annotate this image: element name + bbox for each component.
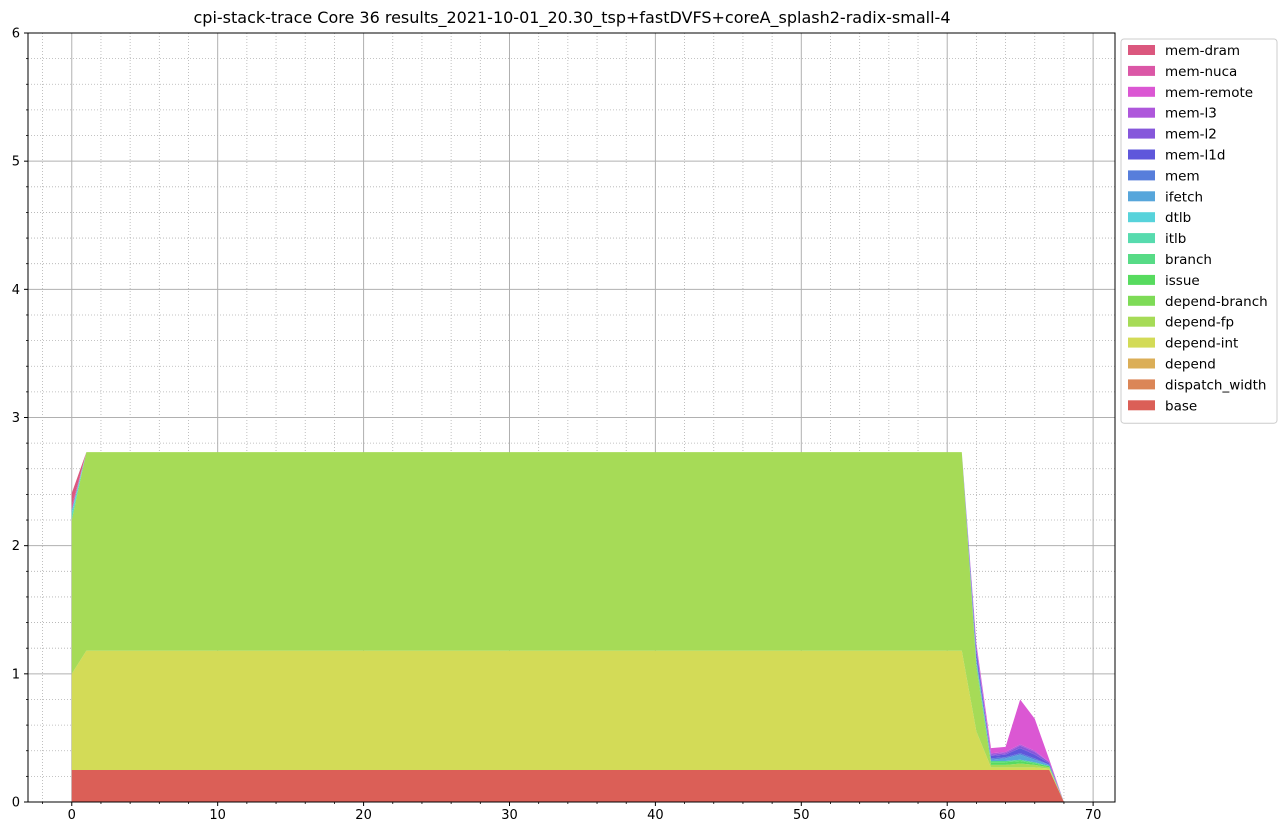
y-tick-label: 1 [12, 667, 20, 682]
y-tick-label: 6 [12, 27, 20, 42]
legend-swatch-depend [1128, 358, 1155, 369]
legend-label-depend: depend [1165, 357, 1216, 373]
legend-label-depend-branch: depend-branch [1165, 294, 1268, 310]
legend-label-itlb: itlb [1165, 231, 1186, 247]
legend-swatch-branch [1128, 254, 1155, 264]
legend-swatch-itlb [1128, 233, 1155, 244]
legend-swatch-mem-nuca [1128, 65, 1155, 76]
legend-swatch-dtlb [1128, 212, 1155, 223]
x-tick-label: 40 [647, 808, 664, 823]
y-tick-label: 5 [12, 155, 20, 170]
legend-label-issue: issue [1165, 273, 1200, 289]
legend: mem-dram mem-nuca mem-remote mem-l3 mem-l2 me… [1120, 38, 1278, 424]
y-tick-label: 4 [12, 283, 20, 298]
legend-label-base: base [1165, 398, 1197, 414]
legend-label-mem-l2: mem-l2 [1165, 127, 1217, 143]
x-tick-label: 30 [501, 808, 518, 823]
legend-label-depend-fp: depend-fp [1165, 315, 1234, 331]
legend-label-depend-int: depend-int [1165, 336, 1238, 352]
axis-ticks: 0 10 20 30 40 50 60 70 0 1 2 3 4 5 6 [12, 27, 1102, 824]
x-tick-label: 60 [939, 808, 956, 823]
legend-swatch-depend-branch [1128, 295, 1155, 306]
legend-label-mem-l3: mem-l3 [1165, 106, 1217, 122]
legend-swatch-dispatch_width [1128, 379, 1155, 390]
legend-swatch-issue [1128, 274, 1155, 285]
legend-label-branch: branch [1165, 252, 1212, 268]
y-tick-label: 3 [12, 411, 20, 426]
y-tick-label: 0 [12, 796, 20, 811]
x-tick-label: 20 [355, 808, 372, 823]
x-tick-label: 50 [793, 808, 810, 823]
legend-swatch-mem-l3 [1128, 107, 1155, 118]
legend-swatch-mem [1128, 170, 1155, 181]
legend-label-dtlb: dtlb [1165, 210, 1191, 226]
legend-swatch-mem-l1d [1128, 149, 1155, 160]
legend-label-mem-l1d: mem-l1d [1165, 148, 1225, 164]
x-tick-label: 0 [68, 808, 76, 823]
legend-label-mem-dram: mem-dram [1165, 43, 1240, 59]
y-tick-label: 2 [12, 539, 20, 554]
legend-label-ifetch: ifetch [1165, 189, 1203, 205]
legend-swatch-mem-remote [1128, 86, 1155, 97]
area-base [71, 769, 1064, 802]
legend-label-mem-remote: mem-remote [1165, 85, 1253, 101]
legend-swatch-base [1128, 400, 1155, 411]
area-depend-int [71, 650, 1064, 802]
chart-title: cpi-stack-trace Core 36 results_2021-10-… [193, 8, 950, 28]
legend-swatch-mem-dram [1128, 45, 1155, 55]
legend-label-mem-nuca: mem-nuca [1165, 64, 1237, 80]
legend-label-mem: mem [1165, 168, 1200, 184]
legend-swatch-depend-fp [1128, 316, 1155, 327]
x-tick-label: 10 [209, 808, 226, 823]
legend-swatch-mem-l2 [1128, 128, 1155, 139]
legend-box [1120, 38, 1278, 424]
legend-swatch-depend-int [1128, 337, 1155, 348]
stacked-areas [71, 452, 1064, 802]
x-tick-label: 70 [1085, 808, 1102, 823]
legend-swatch-ifetch [1128, 191, 1155, 202]
area-depend-fp [71, 452, 1064, 802]
legend-label-dispatch_width: dispatch_width [1165, 377, 1266, 393]
